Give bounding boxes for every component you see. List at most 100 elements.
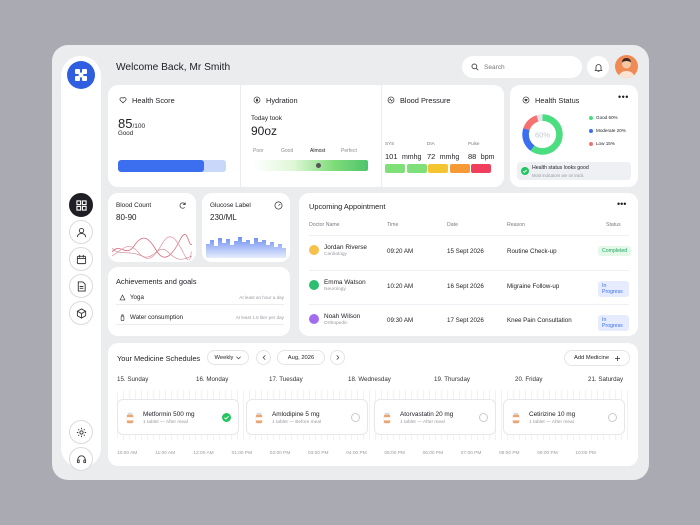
unchecked-circle[interactable] bbox=[608, 413, 617, 422]
appointment-time: 10:20 AM bbox=[387, 282, 414, 290]
schedule-day: 15. Sunday bbox=[117, 376, 149, 383]
notification-button[interactable] bbox=[587, 56, 609, 78]
health-status-more-icon[interactable]: ••• bbox=[618, 92, 629, 102]
legend-item-good: Good 60% bbox=[589, 115, 626, 120]
schedule-days: 15. Sunday 16. Monday 17. Tuesday 18. Wedne… bbox=[108, 376, 638, 386]
doctor-name: Jordan Riverse bbox=[324, 244, 367, 251]
health-score-bar bbox=[118, 160, 226, 172]
pill-bottle-icon bbox=[512, 412, 520, 424]
pill-bottle-icon bbox=[383, 412, 391, 424]
doctor-name: Emma Watson bbox=[324, 278, 366, 286]
appointments-title: Upcoming Appointment bbox=[309, 202, 386, 211]
user-avatar[interactable] bbox=[615, 55, 638, 78]
appointment-row[interactable]: Noah Wilson Orthopedic 09:30 AM 17 Sept … bbox=[309, 304, 629, 334]
month-value: Aug, 2026 bbox=[287, 354, 315, 361]
doctor-dept: Neurology bbox=[324, 286, 346, 292]
grid-icon bbox=[75, 199, 87, 211]
schedule-day: 20. Friday bbox=[515, 376, 543, 383]
nav-settings[interactable] bbox=[69, 420, 93, 444]
hydration-value: 90oz bbox=[251, 124, 278, 138]
legend-dot bbox=[589, 128, 593, 133]
legend-label: Moderate 20% bbox=[596, 128, 626, 133]
bp-dia-unit: mmhg bbox=[439, 154, 460, 161]
schedule-time: 12:00 AM bbox=[193, 451, 214, 456]
nav-profile[interactable] bbox=[69, 220, 93, 244]
water-bottle-icon bbox=[120, 314, 125, 321]
medicine-card[interactable]: Cetirizine 10 mg 1 tablet — After meal bbox=[503, 399, 625, 435]
bp-reading-dia: DIA 72 mmhg bbox=[427, 141, 459, 164]
medicine-card[interactable]: Metformin 500 mg 1 tablet — After meal bbox=[117, 399, 239, 435]
appointment-date: 15 Sept 2026 bbox=[447, 248, 484, 255]
gear-icon bbox=[76, 427, 86, 437]
bp-pulse-value: 88 bbox=[468, 152, 477, 161]
nav-services[interactable] bbox=[69, 301, 93, 325]
schedule-time: 03:00 PM bbox=[308, 451, 329, 456]
health-score-label: Good bbox=[118, 130, 134, 137]
achievements-title: Achievements and goals bbox=[116, 277, 197, 286]
nav-support[interactable] bbox=[69, 447, 93, 471]
appointment-row[interactable]: Emma Watson Neurology 10:20 AM 16 Sept 2… bbox=[309, 269, 629, 300]
welcome-title: Welcome Back, Mr Smith bbox=[116, 62, 231, 73]
search-box[interactable]: Search bbox=[462, 56, 582, 78]
nav-calendar[interactable] bbox=[69, 247, 93, 271]
document-icon bbox=[77, 280, 86, 292]
legend-dot bbox=[589, 115, 593, 120]
bp-sys-value: 101 bbox=[385, 152, 398, 161]
appointment-reason: Migraine Follow-up bbox=[507, 282, 560, 290]
blood-count-title: Blood Count bbox=[116, 202, 152, 209]
unchecked-circle[interactable] bbox=[351, 413, 360, 422]
achievement-label: Water consumption bbox=[130, 314, 184, 321]
search-placeholder: Search bbox=[484, 63, 505, 71]
doctor-dept: Cardiology bbox=[324, 252, 347, 257]
bp-scale-segment bbox=[428, 164, 448, 173]
achievements-card: Achievements and goals Yoga At least an … bbox=[108, 267, 290, 336]
bp-pulse-unit: bpm bbox=[480, 154, 495, 161]
pill-bottle-icon bbox=[126, 412, 134, 424]
unchecked-circle[interactable] bbox=[479, 413, 488, 422]
schedule-time: 08:00 PM bbox=[499, 451, 520, 456]
app-logo[interactable] bbox=[67, 61, 95, 89]
schedule-day: 21. Saturday bbox=[588, 376, 624, 383]
appointment-time: 09:30 AM bbox=[387, 317, 414, 324]
status-badge: In Progress bbox=[598, 315, 629, 331]
refresh-icon[interactable] bbox=[178, 201, 187, 210]
hydration-scale-good: Good bbox=[281, 148, 294, 154]
appointments-more-icon[interactable]: ••• bbox=[617, 199, 627, 209]
schedule-times: 10:00 AM 11:00 AM 12:00 AM 01:00 PM 02:00 PM… bbox=[108, 451, 638, 459]
nav-dashboard[interactable] bbox=[69, 193, 93, 217]
appointment-time: 09:20 AM bbox=[387, 248, 414, 255]
hydration-title: Hydration bbox=[266, 96, 298, 105]
chevron-down-icon bbox=[236, 356, 242, 359]
schedule-day: 18. Wednesday bbox=[348, 376, 391, 383]
medicine-card[interactable]: Amlodipine 5 mg 1 tablet — Before meal bbox=[246, 399, 368, 435]
blood-pressure-card: Blood Pressure SYS 101 mmhg DIA 72 mmhg … bbox=[382, 85, 504, 187]
schedule-time: 01:00 PM bbox=[231, 451, 253, 456]
appointment-date: 17 Sept 2026 bbox=[447, 317, 484, 324]
bp-scale-segment bbox=[449, 164, 470, 173]
medicine-card[interactable]: Atorvastatin 20 mg 1 tablet — After meal bbox=[374, 399, 496, 435]
schedule-time: 06:00 PM bbox=[422, 451, 444, 456]
period-select[interactable]: Weekly bbox=[207, 350, 249, 365]
appointment-date: 16 Sept 2026 bbox=[447, 282, 484, 290]
appointment-row[interactable]: Jordan Riverse Cardiology 09:20 AM 15 Se… bbox=[309, 235, 632, 265]
achievement-row[interactable]: Yoga At least an hour a day bbox=[116, 291, 284, 305]
next-month-button[interactable] bbox=[330, 350, 345, 365]
health-score-bar-fill bbox=[118, 160, 205, 172]
legend-label: Good 60% bbox=[596, 115, 618, 120]
schedule-title: Your Medicine Schedules bbox=[117, 354, 201, 363]
add-medicine-button[interactable]: Add Medicine bbox=[564, 350, 630, 366]
schedule-time: 10:00 AM bbox=[117, 451, 138, 456]
prev-month-button[interactable] bbox=[256, 350, 271, 365]
check-circle-icon[interactable] bbox=[222, 413, 231, 422]
hydration-card: Hydration Today took 90oz Poor Good Almo… bbox=[241, 85, 381, 187]
blood-count-card: Blood Count 80-90 bbox=[108, 193, 196, 262]
status-badge: Completed bbox=[598, 246, 632, 256]
glucose-title: Glucose Label bbox=[210, 202, 251, 209]
schedule-time: 02:00 PM bbox=[269, 451, 291, 456]
achievement-row[interactable]: Water consumption At least 1.5 liter per… bbox=[116, 311, 284, 325]
health-status-legend: Good 60% Moderate 20% Low 15% bbox=[589, 115, 626, 146]
col-status: Status bbox=[606, 222, 621, 228]
bp-reading-pulse: Pulse 88 bpm bbox=[468, 141, 494, 164]
gauge-icon[interactable] bbox=[274, 201, 283, 210]
nav-documents[interactable] bbox=[69, 274, 93, 298]
